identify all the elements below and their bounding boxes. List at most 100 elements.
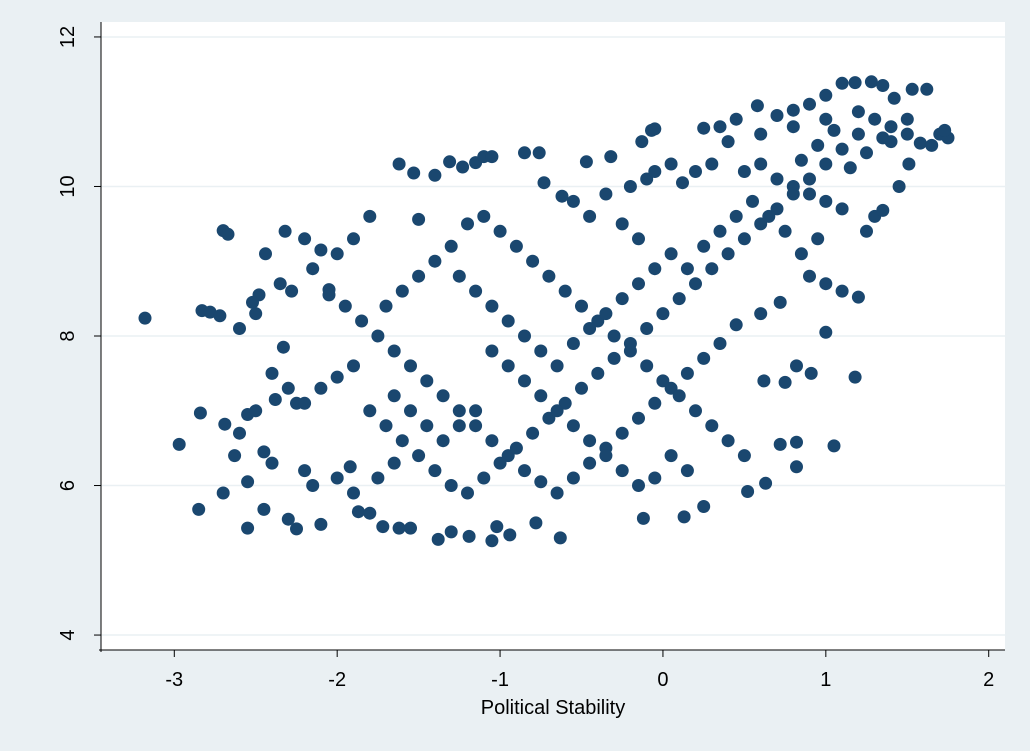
scatter-point [672,292,686,306]
scatter-point [754,157,768,171]
scatter-point [676,176,689,190]
scatter-point [387,456,401,470]
scatter-point [363,209,377,223]
scatter-point [794,247,808,261]
scatter-point [485,299,499,313]
scatter-point [672,389,686,403]
scatter-point [436,389,450,403]
scatter-point [770,202,784,216]
scatter-point [233,322,246,335]
scatter-point [228,449,242,463]
scatter-point [395,434,409,448]
scatter-point [485,534,499,548]
scatter-point [298,396,312,410]
scatter-point [876,131,890,145]
scatter-point [615,464,629,478]
scatter-point [803,187,816,201]
scatter-point [860,224,873,238]
scatter-point [648,471,662,485]
scatter-point [558,284,572,298]
scatter-point [615,426,629,440]
scatter-point [599,307,613,321]
scatter-point [583,434,597,448]
scatter-point [640,322,654,335]
scatter-point [314,243,328,257]
scatter-point [713,337,727,350]
scatter-point [737,449,751,463]
scatter-point [656,374,670,388]
scatter-point [623,344,637,358]
scatter-point [351,505,365,519]
scatter-point [469,404,483,418]
scatter-point [371,471,385,485]
scatter-point [387,389,401,403]
scatter-point [553,531,567,545]
x-tick-label: 0 [657,669,668,691]
scatter-point [623,180,637,193]
scatter-point [827,439,841,453]
scatter-point [811,232,825,246]
y-tick-label: 10 [57,175,79,197]
scatter-point [860,146,873,160]
scatter-point [298,232,312,246]
scatter-point [392,157,406,171]
scatter-point [404,521,417,535]
scatter-point [404,404,417,418]
scatter-point [555,189,569,203]
scatter-point [754,127,768,141]
scatter-point [306,262,320,276]
scatter-point [532,146,546,160]
scatter-point [330,471,344,485]
scatter-point [640,359,654,373]
scatter-point [493,456,507,470]
scatter-point [759,476,773,490]
scatter-point [632,277,645,291]
scatter-point [526,426,540,440]
scatter-point [518,374,531,388]
scatter-point [379,299,393,313]
x-axis-title: Political Stability [481,697,626,719]
scatter-point [509,239,523,253]
scatter-point [804,366,818,380]
scatter-point [636,511,650,525]
x-tick-label: 2 [983,669,994,691]
scatter-point [868,112,882,126]
scatter-point [920,82,934,96]
scatter-point [461,486,474,500]
scatter-point [376,520,390,534]
scatter-point [803,97,816,111]
scatter-point [648,165,662,178]
scatter-point [689,404,702,418]
scatter-point [762,209,776,223]
scatter-point [314,381,328,395]
scatter-point [615,217,629,231]
scatter-point [322,288,336,302]
scatter-point [338,299,352,313]
scatter-point [456,160,470,174]
scatter-point [412,449,426,463]
scatter-point [529,516,543,530]
scatter-point [347,232,360,246]
scatter-point [721,247,735,261]
scatter-point [737,165,751,178]
scatter-point [493,224,507,238]
scatter-point [579,155,593,169]
scatter-point [583,322,597,335]
scatter-point [615,292,629,306]
scatter-point [803,172,816,186]
scatter-point [607,351,621,365]
scatter-point [444,479,458,492]
scatter-point [819,194,833,208]
scatter-point [355,314,369,328]
scatter-point [900,127,914,141]
scatter-point [273,277,287,291]
scatter-point [848,76,862,90]
scatter-point [542,269,556,283]
scatter-point [680,464,694,478]
scatter-point [884,120,898,134]
scatter-point [428,168,442,182]
scatter-point [241,475,255,489]
scatter-point [469,419,483,433]
scatter-point [811,138,825,152]
